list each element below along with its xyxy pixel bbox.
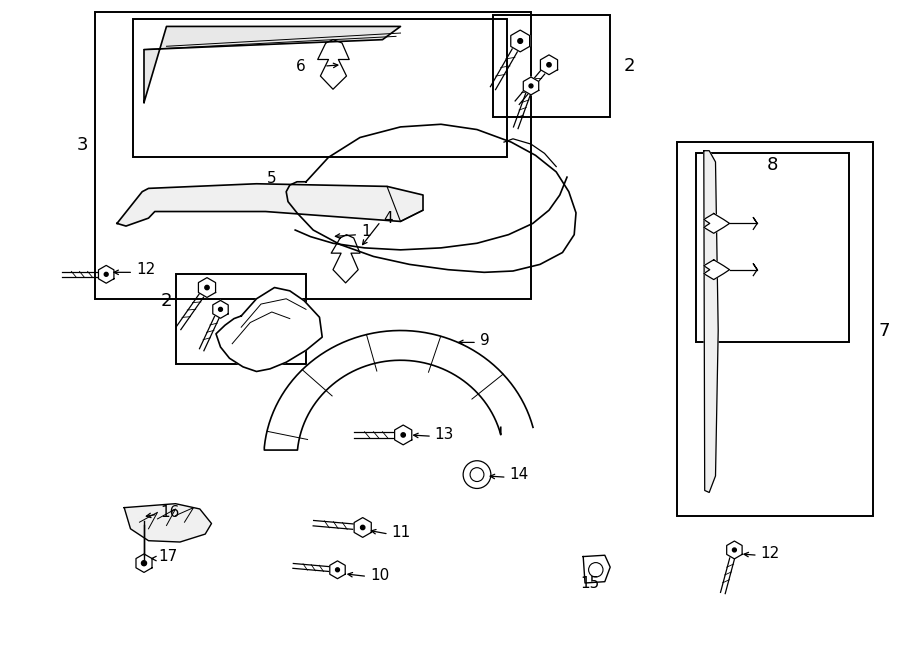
- Text: 1: 1: [362, 224, 372, 239]
- Text: 8: 8: [767, 156, 778, 175]
- Circle shape: [589, 563, 603, 577]
- Text: 6: 6: [296, 59, 306, 73]
- Circle shape: [547, 63, 551, 67]
- Bar: [94, 12, 531, 299]
- Circle shape: [733, 548, 736, 552]
- Polygon shape: [394, 425, 412, 445]
- Text: 12: 12: [137, 262, 156, 277]
- Polygon shape: [511, 30, 529, 52]
- Polygon shape: [726, 541, 742, 559]
- Circle shape: [141, 561, 147, 566]
- Polygon shape: [198, 278, 216, 297]
- Bar: [176, 274, 306, 364]
- Circle shape: [205, 286, 209, 290]
- Circle shape: [361, 525, 365, 529]
- Bar: [493, 15, 610, 117]
- Polygon shape: [318, 40, 349, 89]
- Text: 16: 16: [160, 505, 180, 520]
- Polygon shape: [704, 214, 730, 233]
- Text: 9: 9: [480, 333, 490, 348]
- Polygon shape: [216, 288, 322, 371]
- Circle shape: [104, 272, 108, 276]
- Circle shape: [219, 307, 222, 311]
- Polygon shape: [144, 26, 400, 102]
- Text: 2: 2: [624, 57, 635, 75]
- Bar: [696, 153, 849, 342]
- Polygon shape: [98, 266, 114, 283]
- Text: 7: 7: [878, 321, 889, 340]
- Text: 10: 10: [371, 568, 390, 582]
- Circle shape: [529, 84, 533, 88]
- Polygon shape: [583, 555, 610, 583]
- Text: 12: 12: [760, 547, 779, 561]
- Polygon shape: [329, 561, 346, 578]
- Text: 11: 11: [392, 525, 410, 539]
- Polygon shape: [704, 260, 730, 280]
- Text: 4: 4: [383, 211, 393, 225]
- Polygon shape: [540, 55, 558, 75]
- Polygon shape: [136, 554, 152, 572]
- Text: 15: 15: [580, 576, 599, 590]
- Polygon shape: [354, 518, 372, 537]
- Text: 5: 5: [267, 171, 276, 186]
- Bar: [677, 142, 873, 516]
- Text: 13: 13: [435, 427, 454, 442]
- Polygon shape: [212, 301, 229, 318]
- Text: 17: 17: [158, 549, 177, 564]
- Polygon shape: [523, 77, 539, 95]
- Polygon shape: [265, 330, 533, 450]
- Bar: [133, 19, 507, 157]
- Circle shape: [336, 568, 339, 572]
- Text: 2: 2: [161, 292, 172, 310]
- Circle shape: [518, 38, 523, 44]
- Polygon shape: [704, 151, 718, 492]
- Circle shape: [464, 461, 490, 488]
- Polygon shape: [331, 235, 360, 283]
- Text: 14: 14: [509, 467, 528, 482]
- Circle shape: [401, 433, 405, 437]
- Polygon shape: [117, 184, 423, 226]
- Text: 3: 3: [77, 136, 88, 155]
- Circle shape: [470, 468, 484, 481]
- Polygon shape: [124, 504, 212, 542]
